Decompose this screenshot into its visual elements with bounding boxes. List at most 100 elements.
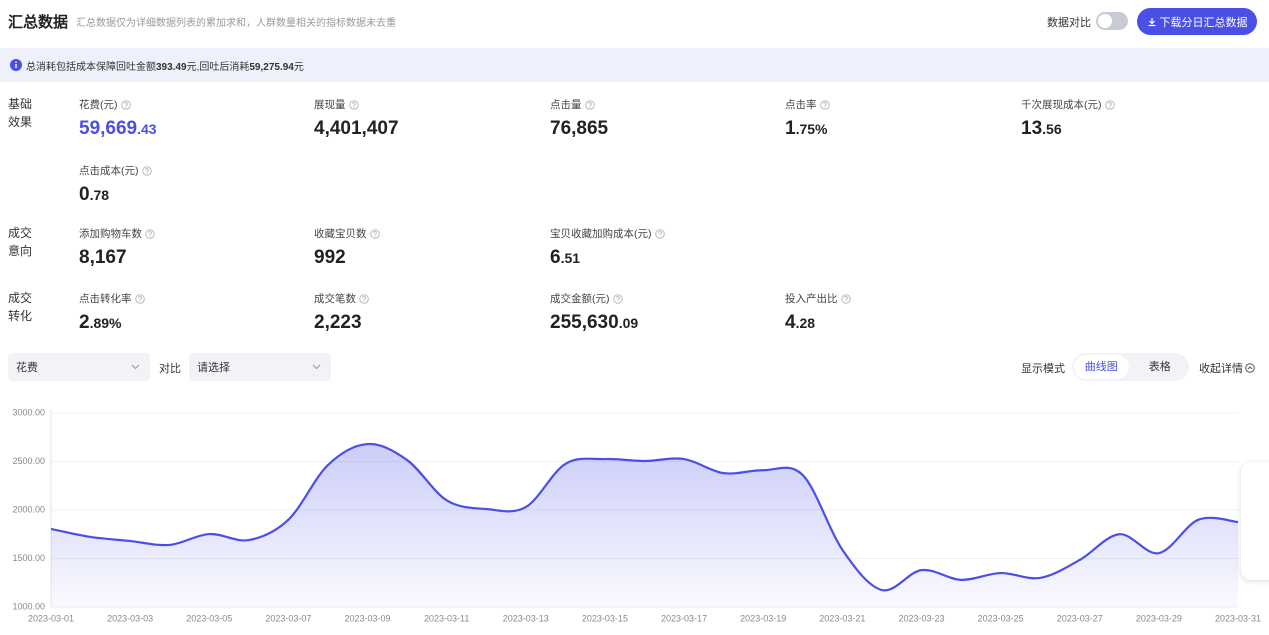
collapse-text: 收起详情 bbox=[1199, 363, 1243, 375]
chevron bbox=[131, 364, 140, 370]
compare-toggle[interactable] bbox=[1096, 12, 1128, 30]
x-tick-label: 2023-03-05 bbox=[186, 613, 232, 623]
notice-bar: 总消耗包括成本保障回吐金额393.49元,回吐后消耗59,275.94元 bbox=[0, 48, 1269, 82]
group-label: 基础效果 bbox=[8, 97, 33, 129]
mode-option[interactable]: 曲线图 bbox=[1074, 355, 1129, 379]
metric-select[interactable]: 花费 bbox=[8, 353, 150, 381]
metric-label: 投入产出比 bbox=[785, 291, 851, 306]
compare-select[interactable]: 请选择 bbox=[189, 353, 331, 381]
metric-value: 8,167 bbox=[79, 247, 127, 268]
notice-part: 元 bbox=[293, 61, 304, 73]
help-icon bbox=[612, 293, 623, 304]
help-icon bbox=[1104, 99, 1115, 110]
notice-text: 总消耗包括成本保障回吐金额393.49元,回吐后消耗59,275.94元 bbox=[26, 58, 304, 73]
metric-value: 4,401,407 bbox=[314, 118, 399, 139]
mode-switch: 曲线图 表格 bbox=[1072, 353, 1189, 381]
metric-label: 展现量 bbox=[314, 97, 359, 112]
group-label: 成交转化 bbox=[8, 291, 33, 323]
area bbox=[51, 443, 1238, 607]
metric-value: 1.75% bbox=[785, 118, 828, 139]
metric-label-text: 点击率 bbox=[785, 99, 817, 111]
metric-label-text: 添加购物车数 bbox=[79, 228, 142, 240]
help-icon bbox=[134, 293, 145, 304]
metric-value: 4.28 bbox=[785, 312, 816, 333]
mode-option[interactable]: 表格 bbox=[1148, 361, 1171, 373]
metric-label-text: 成交笔数 bbox=[314, 293, 356, 305]
download-icon bbox=[1148, 17, 1155, 26]
title: 汇总数据 bbox=[8, 14, 69, 31]
metric-label-text: 收藏宝贝数 bbox=[314, 228, 367, 240]
metric-label: 成交金额(元) bbox=[550, 291, 623, 306]
metric-label-text: 点击成本(元) bbox=[79, 165, 139, 177]
x-tick-label: 2023-03-29 bbox=[1136, 613, 1182, 623]
x-tick-label: 2023-03-31 bbox=[1215, 613, 1261, 623]
x-tick-label: 2023-03-07 bbox=[265, 613, 311, 623]
metric-label-text: 投入产出比 bbox=[785, 293, 838, 305]
metric-value: 59,669.43 bbox=[79, 118, 157, 139]
x-tick-label: 2023-03-13 bbox=[503, 613, 549, 623]
help-icon bbox=[141, 165, 152, 176]
chart: 1000.00 1500.00 2000.00 2500.00 3000.00 2023-… bbox=[12, 407, 1261, 623]
metric-label: 添加购物车数 bbox=[79, 226, 155, 241]
y-tick-label: 1500.00 bbox=[12, 553, 45, 563]
compare-select-text: 请选择 bbox=[197, 362, 230, 374]
x-tick-label: 2023-03-01 bbox=[28, 613, 74, 623]
metric-select-text: 花费 bbox=[16, 362, 38, 374]
metric-label: 点击成本(元) bbox=[79, 163, 152, 178]
metric-value: 992 bbox=[314, 247, 346, 268]
metric-label: 点击转化率 bbox=[79, 291, 145, 306]
compare-label: 数据对比 bbox=[1047, 17, 1091, 29]
x-tick-label: 2023-03-27 bbox=[1057, 613, 1103, 623]
metric-label: 花费(元) bbox=[79, 97, 131, 112]
metric-value: 76,865 bbox=[550, 118, 609, 139]
help-icon bbox=[369, 228, 380, 239]
x-tick-label: 2023-03-15 bbox=[582, 613, 628, 623]
x-tick-label: 2023-03-03 bbox=[107, 613, 153, 623]
metric-label-text: 宝贝收藏加购成本(元) bbox=[550, 228, 652, 240]
metric-label: 收藏宝贝数 bbox=[314, 226, 380, 241]
x-tick-label: 2023-03-19 bbox=[740, 613, 786, 623]
y-tick-label: 3000.00 bbox=[12, 407, 45, 417]
info-icon bbox=[10, 59, 22, 71]
metric-value: 13.56 bbox=[1021, 118, 1062, 139]
x-tick-label: 2023-03-09 bbox=[345, 613, 391, 623]
x-tick-label: 2023-03-21 bbox=[819, 613, 865, 623]
download-button[interactable]: 下载分日汇总数据 bbox=[1137, 8, 1257, 35]
display-mode-label: 显示模式 bbox=[1021, 363, 1065, 375]
metric-label: 宝贝收藏加购成本(元) bbox=[550, 226, 665, 241]
metric-label: 点击量 bbox=[550, 97, 595, 112]
x-tick-label: 2023-03-11 bbox=[424, 613, 469, 623]
help-icon bbox=[840, 293, 851, 304]
metric-value: 255,630.09 bbox=[550, 312, 639, 333]
notice-part: 393.49 bbox=[156, 61, 187, 73]
x-tick-label: 2023-03-17 bbox=[661, 613, 707, 623]
notice-part: 元,回吐后消耗 bbox=[186, 61, 250, 73]
download-text: 下载分日汇总数据 bbox=[1159, 16, 1248, 29]
metric-label-text: 点击量 bbox=[550, 99, 582, 111]
y-tick-label: 1000.00 bbox=[12, 601, 45, 611]
x-tick-label: 2023-03-25 bbox=[978, 613, 1024, 623]
collapse[interactable]: 收起详情 bbox=[1199, 360, 1255, 376]
y-tick-label: 2500.00 bbox=[12, 456, 45, 466]
group-label: 成交意向 bbox=[8, 226, 33, 258]
metric-label: 成交笔数 bbox=[314, 291, 369, 306]
service-widget[interactable] bbox=[1241, 462, 1269, 580]
metric-value: 2.89% bbox=[79, 312, 122, 333]
metric-label-text: 展现量 bbox=[314, 99, 346, 111]
notice-part: 总消耗包括成本保障回吐金额 bbox=[26, 61, 156, 73]
metric-value: 0.78 bbox=[79, 184, 110, 205]
metric-label-text: 点击转化率 bbox=[79, 293, 132, 305]
help-icon bbox=[120, 99, 131, 110]
help-icon bbox=[145, 228, 155, 239]
help-icon bbox=[654, 228, 665, 239]
line bbox=[50, 442, 1239, 592]
metric-label-text: 千次展现成本(元) bbox=[1021, 99, 1102, 111]
help-icon bbox=[819, 99, 830, 110]
metric-label: 点击率 bbox=[785, 97, 830, 112]
chevron bbox=[312, 364, 321, 370]
notice-part: 59,275.94 bbox=[249, 61, 294, 73]
metric-value: 2,223 bbox=[314, 312, 362, 333]
subtitle: 汇总数据仅为详细数据列表的累加求和，人群数量相关的指标数据未去重 bbox=[76, 18, 396, 29]
y-tick-label: 2000.00 bbox=[12, 504, 45, 514]
